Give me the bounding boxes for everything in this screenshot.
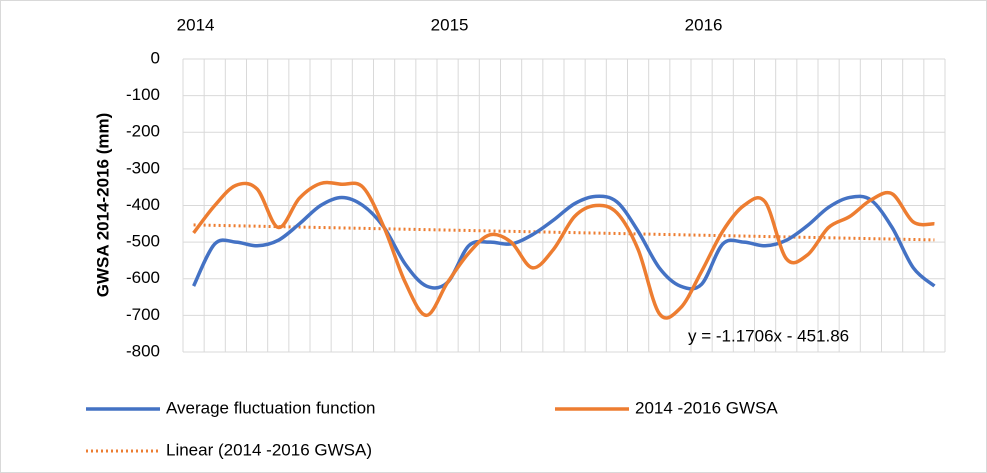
- y-tick-label: -500: [126, 232, 160, 251]
- x-tick-label: 2015: [431, 15, 469, 34]
- y-tick-label: -300: [126, 158, 160, 177]
- y-tick-label: -600: [126, 268, 160, 287]
- y-tick-label: -400: [126, 195, 160, 214]
- legend-label: Average fluctuation function: [166, 398, 376, 417]
- legend-label: Linear (2014 -2016 GWSA): [166, 440, 372, 459]
- legend-label: 2014 -2016 GWSA: [635, 398, 778, 417]
- y-tick-label: -800: [126, 341, 160, 360]
- series-line: [192, 194, 936, 291]
- series-line: [192, 180, 935, 320]
- y-tick-label: -200: [126, 122, 160, 141]
- x-tick-label: 2014: [177, 15, 215, 34]
- y-axis-title: GWSA 2014-2016 (mm): [93, 113, 112, 298]
- trend-equation: y = -1.1706x - 451.86: [688, 326, 849, 345]
- y-tick-label: -700: [126, 305, 160, 324]
- y-tick-label: 0: [151, 48, 160, 67]
- x-tick-label: 2016: [685, 15, 723, 34]
- y-tick-label: -100: [126, 85, 160, 104]
